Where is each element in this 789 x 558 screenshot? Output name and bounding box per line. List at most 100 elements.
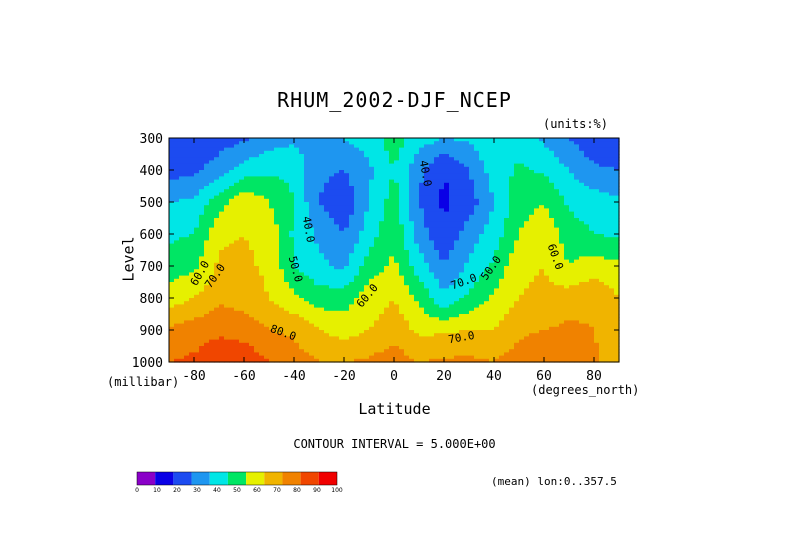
heatmap-cell [209, 342, 215, 347]
heatmap-cell [444, 179, 450, 184]
heatmap-cell [479, 320, 485, 325]
heatmap-cell [199, 195, 205, 200]
heatmap-cell [519, 198, 525, 203]
heatmap-cell [504, 224, 510, 229]
heatmap-cell [374, 189, 380, 193]
heatmap-cell [509, 339, 515, 344]
heatmap-cell [359, 349, 365, 353]
heatmap-cell [314, 221, 320, 225]
heatmap-cell [459, 253, 465, 257]
heatmap-cell [229, 333, 235, 337]
heatmap-cell [249, 170, 255, 174]
heatmap-cell [269, 224, 275, 229]
heatmap-cell [264, 170, 270, 174]
heatmap-cell [464, 342, 470, 347]
heatmap-cell [174, 186, 180, 190]
heatmap-cell [334, 205, 340, 209]
heatmap-cell [449, 224, 455, 229]
heatmap-cell [349, 173, 355, 177]
heatmap-cell [419, 157, 425, 161]
heatmap-cell [429, 310, 435, 315]
heatmap-cell [379, 323, 385, 328]
heatmap-cell [414, 138, 420, 142]
heatmap-cell [194, 192, 200, 197]
heatmap-cell [229, 237, 235, 241]
heatmap-cell [219, 304, 225, 309]
heatmap-cell [299, 186, 305, 190]
heatmap-cell [314, 176, 320, 181]
heatmap-cell [179, 310, 185, 315]
heatmap-cell [209, 147, 215, 152]
heatmap-cell [249, 317, 255, 321]
heatmap-cell [494, 234, 500, 238]
heatmap-cell [389, 173, 395, 177]
heatmap-cell [209, 230, 215, 235]
heatmap-cell [319, 224, 325, 229]
heatmap-cell [439, 246, 445, 251]
heatmap-cell [394, 150, 400, 155]
heatmap-cell [319, 333, 325, 337]
heatmap-cell [454, 272, 460, 277]
heatmap-cell [279, 298, 285, 302]
heatmap-cell [329, 298, 335, 302]
heatmap-cell [419, 163, 425, 168]
heatmap-cell [354, 157, 360, 161]
heatmap-cell [364, 352, 370, 357]
heatmap-cell [489, 285, 495, 289]
heatmap-cell [474, 355, 480, 360]
heatmap-cell [489, 269, 495, 273]
heatmap-cell [514, 154, 520, 158]
heatmap-cell [389, 195, 395, 200]
heatmap-cell [224, 147, 230, 152]
heatmap-cell [359, 288, 365, 293]
heatmap-cell [239, 230, 245, 235]
heatmap-cell [349, 288, 355, 293]
heatmap-cell [209, 173, 215, 177]
heatmap-cell [219, 291, 225, 296]
heatmap-cell [509, 250, 515, 254]
heatmap-cell [464, 262, 470, 267]
heatmap-cell [409, 291, 415, 296]
heatmap-cell [294, 218, 300, 222]
heatmap-cell [209, 157, 215, 161]
heatmap-cell [489, 298, 495, 302]
heatmap-cell [489, 288, 495, 293]
heatmap-cell [314, 144, 320, 149]
heatmap-cell [199, 339, 205, 344]
heatmap-cell [379, 346, 385, 350]
heatmap-cell [259, 349, 265, 353]
heatmap-cell [294, 166, 300, 171]
heatmap-cell [304, 259, 310, 264]
heatmap-cell [244, 333, 250, 337]
heatmap-cell [214, 218, 220, 222]
heatmap-cell [334, 150, 340, 155]
heatmap-cell [499, 310, 505, 315]
heatmap-cell [309, 307, 315, 312]
heatmap-cell [514, 288, 520, 293]
heatmap-cell [229, 310, 235, 315]
chart-title: RHUM_2002-DJF_NCEP [277, 88, 512, 112]
heatmap-cell [359, 346, 365, 350]
heatmap-cell [429, 269, 435, 273]
heatmap-cell [254, 157, 260, 161]
heatmap-cell [259, 250, 265, 254]
heatmap-cell [304, 176, 310, 181]
heatmap-cell [474, 246, 480, 251]
heatmap-cell [484, 262, 490, 267]
heatmap-cell [309, 259, 315, 264]
heatmap-cell [179, 208, 185, 213]
heatmap-cell [234, 214, 240, 219]
heatmap-cell [299, 326, 305, 331]
heatmap-cell [219, 278, 225, 283]
heatmap-cell [389, 326, 395, 331]
heatmap-cell [414, 256, 420, 261]
heatmap-cell [239, 256, 245, 261]
heatmap-cell [524, 163, 530, 168]
heatmap-cell [399, 262, 405, 267]
heatmap-cell [324, 163, 330, 168]
heatmap-cell [489, 163, 495, 168]
heatmap-cell [174, 326, 180, 331]
heatmap-cell [239, 179, 245, 184]
heatmap-cell [464, 246, 470, 251]
heatmap-cell [374, 307, 380, 312]
